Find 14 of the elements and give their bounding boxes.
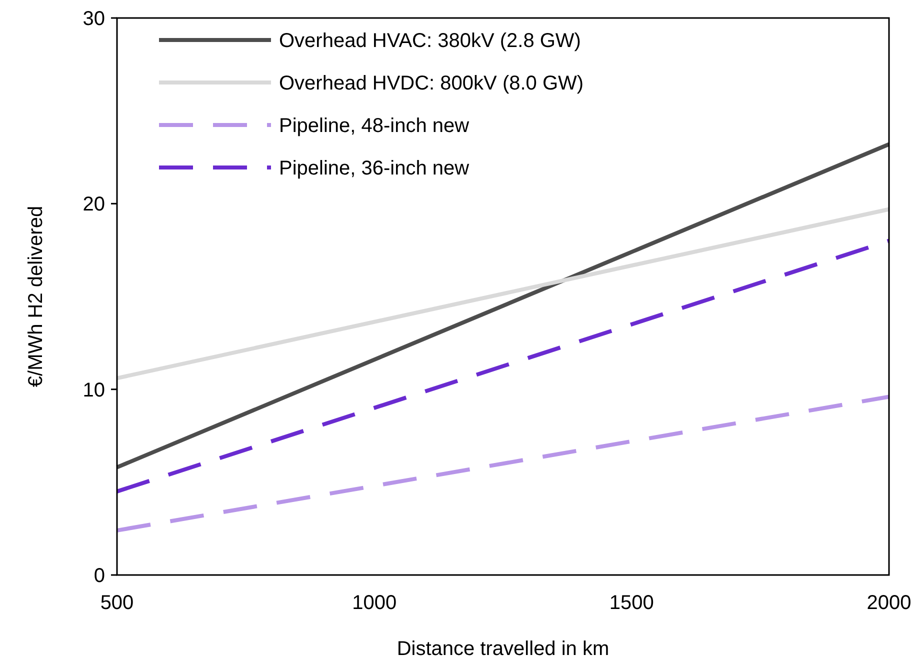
y-tick-label: 0 xyxy=(94,565,105,587)
y-axis-title: €/MWh H2 delivered xyxy=(25,206,47,388)
x-tick-label: 1000 xyxy=(352,592,397,614)
legend-label: Overhead HVDC: 800kV (8.0 GW) xyxy=(279,72,584,94)
x-tick-label: 1500 xyxy=(609,592,654,614)
legend-label: Overhead HVAC: 380kV (2.8 GW) xyxy=(279,30,581,52)
x-axis-title: Distance travelled in km xyxy=(396,638,610,660)
legend-label: Pipeline, 36-inch new xyxy=(279,158,470,180)
x-tick-label: 2000 xyxy=(866,592,912,614)
legend-label: Pipeline, 48-inch new xyxy=(279,115,470,137)
y-tick-label: 30 xyxy=(82,8,105,30)
x-tick-label: 500 xyxy=(100,592,134,614)
y-tick-label: 20 xyxy=(82,194,105,216)
y-tick-label: 10 xyxy=(82,379,105,402)
